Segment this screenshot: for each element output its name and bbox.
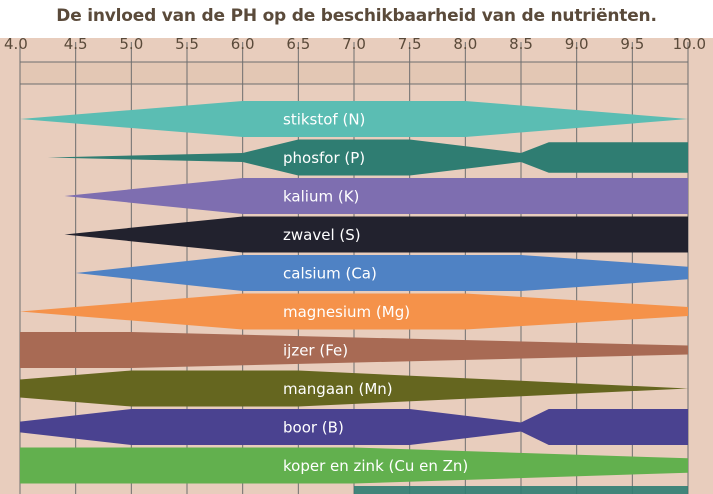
band-label-8: mangaan (Mn) <box>283 380 393 398</box>
band-4 <box>64 216 688 253</box>
band-10 <box>20 447 688 484</box>
band-label-6: magnesium (Mg) <box>283 303 410 321</box>
band-label-4: zwavel (S) <box>283 226 361 244</box>
band-label-5: calsium (Ca) <box>283 265 377 283</box>
band-label-9: boor (B) <box>283 419 344 437</box>
x-tick-label: 7.0 <box>342 35 366 53</box>
band-7 <box>20 332 688 368</box>
x-tick-label: 9.0 <box>565 35 589 53</box>
x-tick-label: 7.5 <box>398 35 422 53</box>
x-tick-label: 9.5 <box>620 35 644 53</box>
band-label-10: koper en zink (Cu en Zn) <box>283 457 468 475</box>
x-tick-label: 10.0 <box>673 35 706 53</box>
x-tick-label: 5.0 <box>119 35 143 53</box>
band-2 <box>47 139 689 176</box>
band-9 <box>20 409 688 445</box>
band-label-2: phosfor (P) <box>283 149 365 167</box>
bottom-edge-band <box>354 486 688 494</box>
x-tick-label: 6.5 <box>286 35 310 53</box>
band-8 <box>20 370 688 407</box>
x-tick-label: 8.5 <box>509 35 533 53</box>
band-label-1: stikstof (N) <box>283 111 365 129</box>
band-6 <box>20 293 688 330</box>
x-tick-label: 5.5 <box>175 35 199 53</box>
band-label-3: kalium (K) <box>283 188 359 206</box>
band-1 <box>20 101 688 137</box>
x-tick-label: 4.5 <box>64 35 88 53</box>
x-tick-label: 8.0 <box>453 35 477 53</box>
chart-title: De invloed van de PH op de beschikbaarhe… <box>56 6 657 26</box>
band-3 <box>64 178 688 214</box>
band-label-7: ijzer (Fe) <box>283 342 348 360</box>
x-tick-label: 6.0 <box>231 35 255 53</box>
x-tick-label: 4.0 <box>4 35 28 53</box>
band-5 <box>75 255 688 291</box>
